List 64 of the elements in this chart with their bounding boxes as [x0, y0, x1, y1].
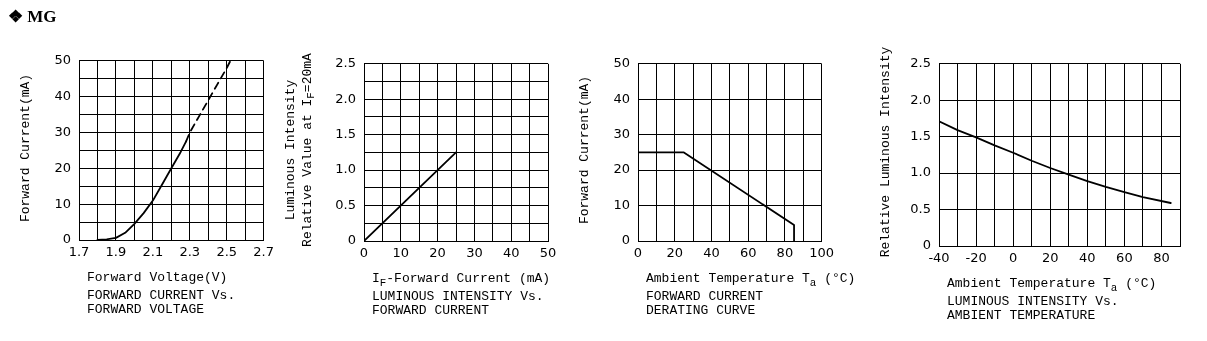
- y-tick-label: 1.0: [335, 161, 356, 177]
- y-tick-label: 1.0: [910, 164, 931, 180]
- y-axis-title: Relative Luminous Intensity: [876, 46, 894, 258]
- y-tick-label: 40: [54, 88, 71, 104]
- text: AMBIENT TEMPERATURE: [947, 308, 1096, 323]
- x-tick-label: -40: [928, 250, 950, 266]
- y-tick-label: 0.5: [335, 196, 356, 212]
- x-tick-label: 60: [1116, 250, 1133, 266]
- x-tick-label: 80: [1153, 250, 1170, 266]
- text: LUMINOUS INTENSITY Vs.: [372, 289, 544, 304]
- y-tick-label: 30: [613, 126, 630, 142]
- x-tick-label: 20: [1041, 250, 1059, 266]
- y-tick-label: 50: [613, 55, 630, 71]
- x-tick-label: 1.7: [68, 244, 90, 260]
- x-tick-label: 40: [703, 245, 720, 261]
- x-tick-label: 2.5: [216, 244, 238, 260]
- x-tick-label: 1.9: [105, 244, 127, 260]
- x-tick-label: 60: [739, 245, 757, 261]
- x-tick-label: 2.1: [142, 244, 164, 260]
- x-axis-title: Forward Voltage(V): [87, 270, 228, 285]
- text: FORWARD VOLTAGE: [87, 302, 205, 317]
- x-tick-label: 20: [429, 245, 446, 261]
- y-tick-label: 0: [62, 231, 71, 247]
- y-tick-label: 0: [347, 232, 356, 248]
- x-tick-label: 2.3: [179, 244, 201, 260]
- y-tick-label: 40: [613, 90, 630, 106]
- text: FORWARD CURRENT: [372, 303, 490, 318]
- x-tick-label: 40: [502, 245, 520, 261]
- y-tick-label: 0.5: [910, 200, 931, 216]
- text: FORWARD CURRENT Vs.: [87, 288, 236, 303]
- y-tick-label: 2.0: [335, 90, 356, 106]
- y-tick-label: 20: [613, 161, 630, 177]
- y-tick-label: 50: [54, 52, 71, 68]
- y-tick-label: 10: [613, 196, 630, 212]
- x-tick-label: 20: [666, 245, 683, 261]
- x-tick-label: 50: [539, 245, 557, 261]
- x-axis-title: Ambient Temperature T$_{a}$ (°C): [947, 276, 1157, 295]
- y-tick-label: 1.5: [335, 126, 356, 142]
- x-tick-label: 0: [633, 245, 643, 261]
- x-tick-label: 10: [392, 245, 410, 261]
- x-axis-title: Ambient Temperature T$_{a}$ (°C): [646, 271, 856, 290]
- x-tick-label: 30: [466, 245, 483, 261]
- text: FORWARD CURRENT: [646, 289, 764, 304]
- x-axis-title: I$_{F}$-Forward Current (mA): [372, 271, 551, 290]
- text: DERATING CURVE: [646, 303, 756, 318]
- y-tick-label: 2.5: [335, 55, 356, 71]
- x-tick-label: 40: [1079, 250, 1096, 266]
- y-tick-label: 2.5: [910, 55, 931, 71]
- x-tick-label: 0: [359, 245, 369, 261]
- x-tick-label: 100: [809, 245, 835, 261]
- y-tick-label: 20: [54, 159, 71, 175]
- y-tick-label: 30: [54, 123, 71, 139]
- text: ❖ MG: [8, 6, 57, 27]
- y-axis-title: Forward Current(mA): [575, 75, 593, 224]
- y-tick-label: 2.0: [910, 91, 931, 107]
- x-tick-label: -20: [965, 250, 987, 266]
- y-tick-label: 1.5: [910, 128, 931, 144]
- y-axis-title: Forward Current(mA): [16, 73, 34, 222]
- x-tick-label: 2.7: [253, 244, 275, 260]
- text: LUMINOUS INTENSITY Vs.: [947, 294, 1119, 309]
- y-tick-label: 10: [54, 195, 71, 211]
- x-tick-label: 80: [776, 245, 794, 261]
- y-tick-label: 0: [621, 232, 630, 248]
- x-tick-label: 0: [1009, 250, 1018, 266]
